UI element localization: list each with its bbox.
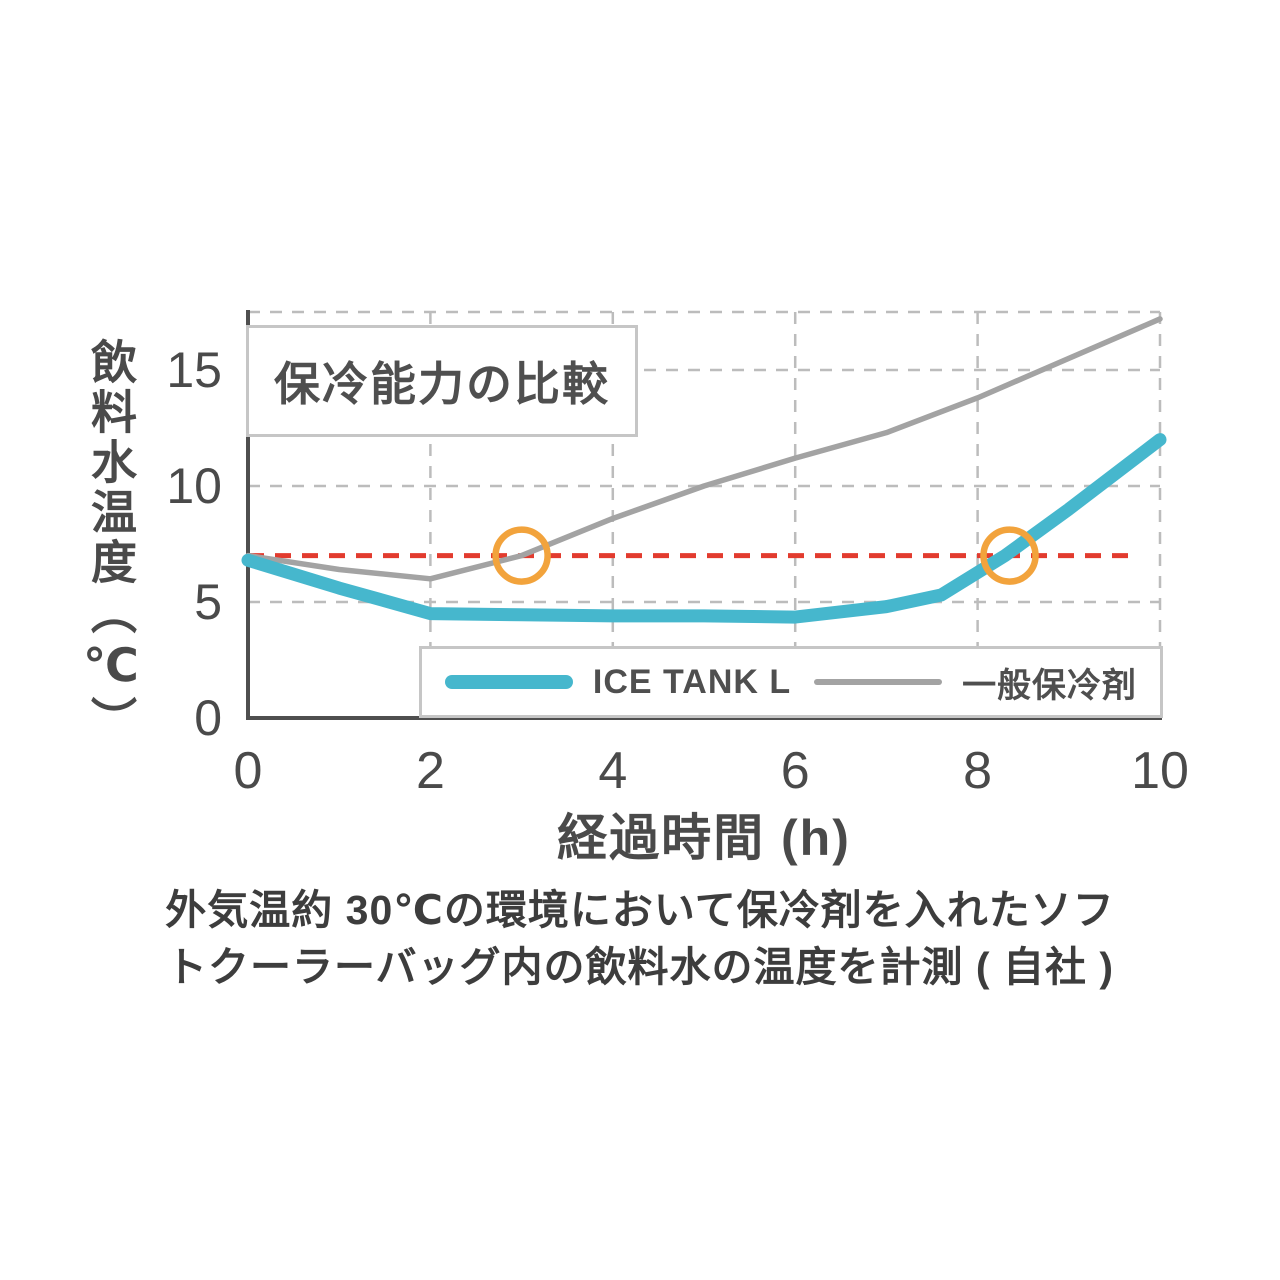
legend-swatch-ice-tank-l	[444, 675, 573, 689]
chart-title: 保冷能力の比較	[274, 358, 610, 410]
series-line-ice-tank-l	[241, 433, 1167, 624]
crossing-marker-2	[980, 526, 1039, 585]
y-tick-label: 5	[194, 574, 222, 630]
x-tick-label: 2	[416, 742, 445, 800]
legend-label-general-ice-pack: 一般保冷剤	[962, 666, 1138, 705]
chart-title-box: 保冷能力の比較	[246, 325, 638, 437]
x-tick-label: 6	[781, 742, 810, 800]
caption-line-2: トクーラーバッグ内の飲料水の温度を計測 ( 自社 )	[165, 943, 1115, 990]
y-axis-title: 飲料水温度（℃）	[85, 338, 137, 746]
chart-caption: 外気温約 30℃の環境において保冷剤を入れたソフ トクーラーバッグ内の飲料水の温…	[0, 882, 1280, 995]
legend-item-general-ice-pack: 一般保冷剤	[814, 658, 1137, 707]
caption-line-1: 外気温約 30℃の環境において保冷剤を入れたソフ	[165, 887, 1115, 933]
series-line-general-ice-pack	[245, 316, 1163, 582]
x-tick-label: 10	[1131, 742, 1189, 800]
legend-item-ice-tank-l: ICE TANK L	[444, 662, 792, 702]
y-tick-label: 15	[166, 342, 222, 398]
legend-label-ice-tank-l: ICE TANK L	[592, 662, 792, 701]
x-tick-label: 0	[234, 742, 263, 800]
legend: ICE TANK L 一般保冷剤	[419, 646, 1163, 718]
y-tick-label: 0	[194, 690, 222, 746]
x-tick-label: 4	[598, 742, 627, 800]
y-tick-label: 10	[166, 458, 222, 514]
crossing-marker-1	[492, 526, 551, 585]
x-tick-label: 8	[963, 742, 992, 800]
x-axis-title: 経過時間 (h)	[557, 810, 851, 866]
legend-swatch-general-ice-pack	[814, 679, 943, 685]
